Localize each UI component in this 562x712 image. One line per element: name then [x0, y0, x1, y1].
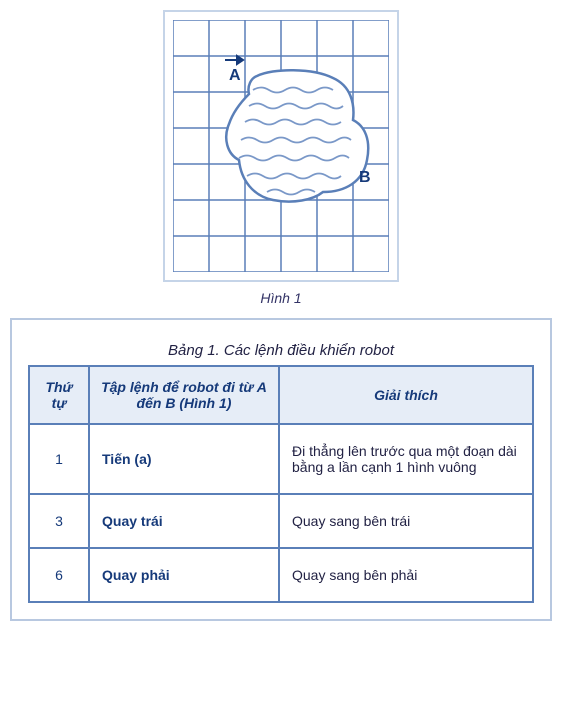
cell-cmd: Quay phải	[89, 548, 279, 602]
cell-desc: Quay sang bên phải	[279, 548, 533, 602]
cell-cmd: Tiến (a)	[89, 424, 279, 494]
commands-table: Thứ tự Tập lệnh để robot đi từ A đến B (…	[28, 365, 534, 603]
cell-desc: Đi thẳng lên trước qua một đoạn dài bằng…	[279, 424, 533, 494]
table-row: 6 Quay phải Quay sang bên phải	[29, 548, 533, 602]
figure-caption: Hình 1	[10, 290, 552, 306]
label-b: B	[359, 169, 371, 186]
cell-num: 1	[29, 424, 89, 494]
label-a: A	[229, 67, 241, 84]
table-row: 3 Quay trái Quay sang bên trái	[29, 494, 533, 548]
col-header-cmd: Tập lệnh để robot đi từ A đến B (Hình 1)	[89, 366, 279, 424]
figure-box: A B	[163, 10, 399, 282]
cell-num: 3	[29, 494, 89, 548]
col-header-desc: Giải thích	[279, 366, 533, 424]
table-header-row: Thứ tự Tập lệnh để robot đi từ A đến B (…	[29, 366, 533, 424]
cell-cmd: Quay trái	[89, 494, 279, 548]
table-container: Bảng 1. Các lệnh điều khiển robot Thứ tự…	[10, 318, 552, 621]
cell-num: 6	[29, 548, 89, 602]
grid-figure: A B	[173, 20, 389, 272]
table-row: 1 Tiến (a) Đi thẳng lên trước qua một đo…	[29, 424, 533, 494]
table-caption: Bảng 1. Các lệnh điều khiển robot	[28, 342, 534, 359]
figure-container: A B	[10, 10, 552, 282]
cell-desc: Quay sang bên trái	[279, 494, 533, 548]
col-header-num: Thứ tự	[29, 366, 89, 424]
